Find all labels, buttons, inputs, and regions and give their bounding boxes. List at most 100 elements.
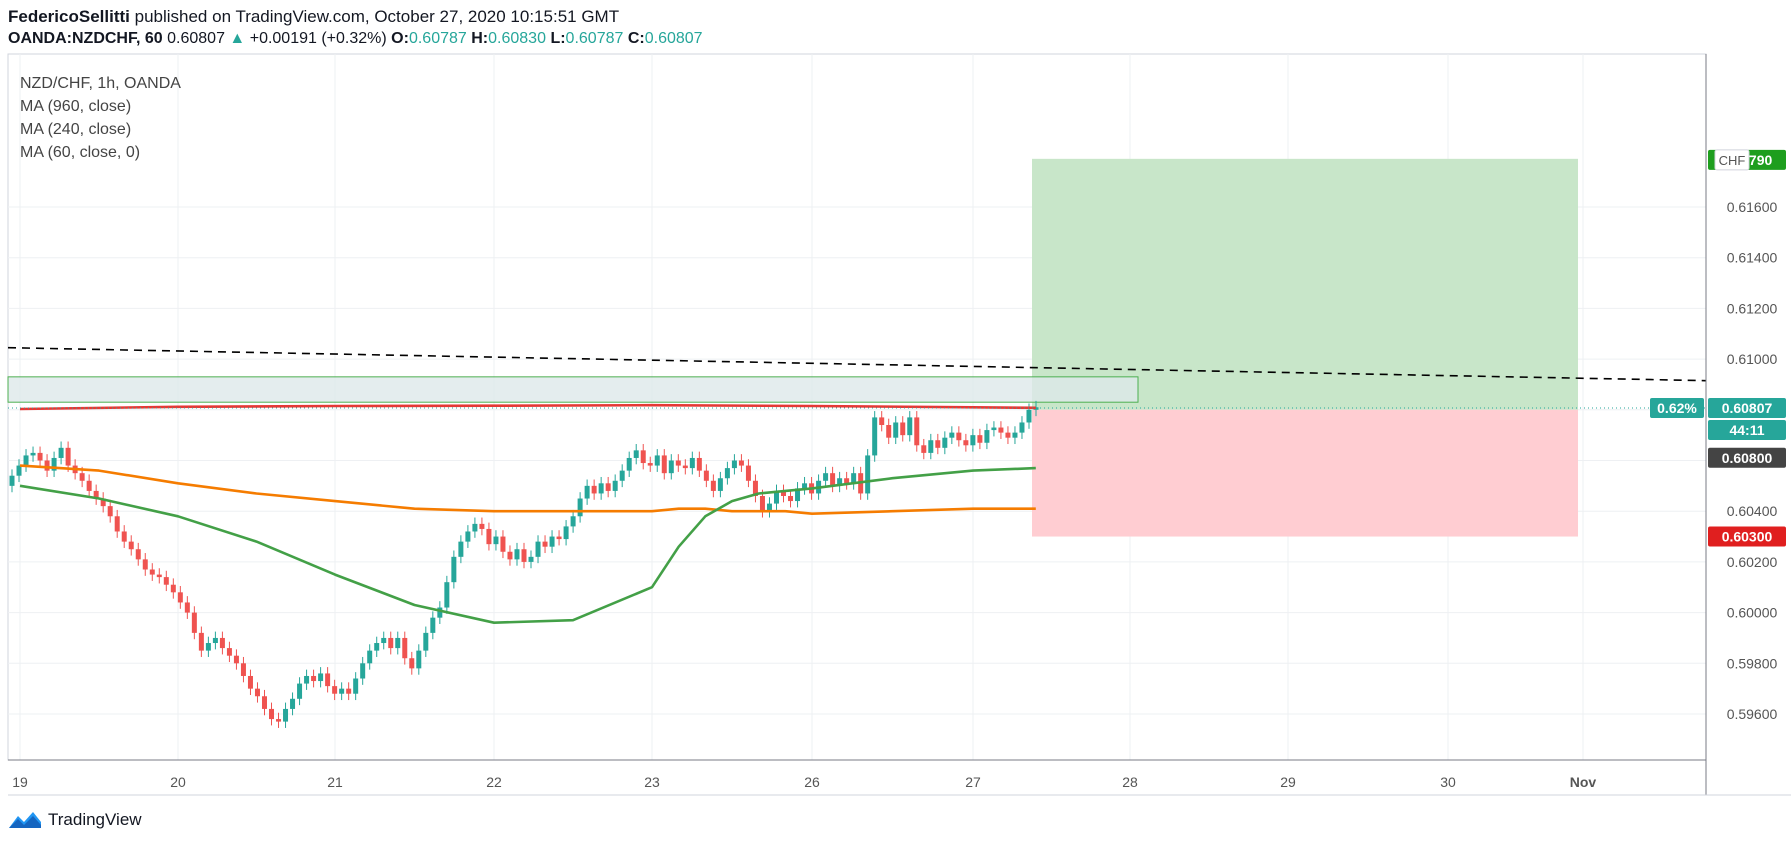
legend-ma960[interactable]: MA (960, close)	[20, 98, 132, 115]
candle-body[interactable]	[30, 452, 36, 456]
candle-body[interactable]	[16, 465, 22, 476]
candle-body[interactable]	[325, 673, 331, 687]
candle-body[interactable]	[626, 457, 632, 471]
candle-body[interactable]	[661, 455, 667, 474]
candle-body[interactable]	[233, 655, 239, 664]
candle-body[interactable]	[388, 637, 394, 649]
candle-body[interactable]	[837, 478, 843, 486]
candle-body[interactable]	[1026, 409, 1032, 423]
candle-body[interactable]	[823, 473, 829, 481]
author-name[interactable]: FedericoSellitti	[8, 7, 130, 26]
candle-body[interactable]	[710, 480, 716, 491]
candle-body[interactable]	[135, 549, 141, 560]
candle-body[interactable]	[240, 663, 246, 676]
candle-body[interactable]	[717, 478, 723, 491]
candle-body[interactable]	[100, 498, 106, 507]
candle-body[interactable]	[9, 475, 15, 486]
candle-body[interactable]	[472, 523, 478, 532]
candle-body[interactable]	[759, 495, 765, 512]
candle-body[interactable]	[752, 480, 758, 496]
candle-body[interactable]	[409, 658, 415, 669]
candle-body[interactable]	[1019, 422, 1025, 433]
candle-body[interactable]	[458, 541, 464, 557]
candle-body[interactable]	[486, 528, 492, 545]
candle-body[interactable]	[963, 440, 969, 446]
candle-body[interactable]	[998, 427, 1004, 433]
candle-body[interactable]	[879, 417, 885, 426]
candle-body[interactable]	[991, 427, 997, 431]
price-chart[interactable]: 0.616000.614000.612000.610000.608000.606…	[0, 0, 1791, 800]
candle-body[interactable]	[703, 470, 709, 481]
ma240-line[interactable]	[19, 464, 1036, 515]
candle-body[interactable]	[451, 556, 457, 583]
candle-body[interactable]	[198, 632, 204, 651]
candle-body[interactable]	[374, 643, 380, 651]
candle-body[interactable]	[156, 574, 162, 578]
candle-body[interactable]	[1012, 432, 1018, 438]
candle-body[interactable]	[479, 523, 485, 529]
candle-body[interactable]	[549, 536, 555, 547]
currency-badge[interactable]: CHF	[1719, 153, 1746, 168]
candle-body[interactable]	[507, 551, 513, 560]
candle-body[interactable]	[114, 516, 120, 532]
candle-body[interactable]	[360, 663, 366, 679]
candle-body[interactable]	[283, 708, 289, 722]
candle-body[interactable]	[907, 417, 913, 436]
loss-zone[interactable]	[1032, 409, 1578, 537]
candle-body[interactable]	[773, 490, 779, 504]
candle-body[interactable]	[205, 643, 211, 651]
candle-body[interactable]	[402, 637, 408, 659]
candle-body[interactable]	[851, 473, 857, 484]
candle-body[interactable]	[977, 435, 983, 443]
candle-body[interactable]	[332, 686, 338, 694]
candle-body[interactable]	[563, 526, 569, 540]
candle-body[interactable]	[219, 637, 225, 649]
candle-body[interactable]	[318, 673, 324, 682]
candle-body[interactable]	[416, 650, 422, 669]
candle-body[interactable]	[381, 637, 387, 644]
candle-body[interactable]	[689, 457, 695, 469]
candle-body[interactable]	[921, 445, 927, 453]
trendline-dashed[interactable]	[7, 346, 1707, 382]
candle-body[interactable]	[444, 582, 450, 608]
candle-body[interactable]	[942, 437, 948, 448]
candle-body[interactable]	[788, 495, 794, 502]
candle-body[interactable]	[128, 541, 134, 550]
candle-body[interactable]	[598, 483, 604, 494]
candle-body[interactable]	[500, 536, 506, 552]
candle-body[interactable]	[44, 460, 50, 471]
candle-body[interactable]	[900, 422, 906, 436]
candle-body[interactable]	[465, 531, 471, 542]
candle-body[interactable]	[570, 516, 576, 527]
candle-body[interactable]	[226, 648, 232, 656]
candle-body[interactable]	[276, 719, 282, 722]
candle-body[interactable]	[745, 465, 751, 481]
candle-body[interactable]	[290, 698, 296, 709]
candle-body[interactable]	[437, 607, 443, 618]
candle-body[interactable]	[212, 637, 218, 644]
candle-body[interactable]	[1033, 407, 1039, 410]
candle-body[interactable]	[430, 617, 436, 633]
candle-body[interactable]	[79, 473, 85, 481]
candle-body[interactable]	[577, 498, 583, 517]
candle-body[interactable]	[163, 577, 169, 585]
candle-body[interactable]	[802, 483, 808, 489]
candle-body[interactable]	[830, 473, 836, 486]
candle-body[interactable]	[591, 485, 597, 494]
candle-body[interactable]	[423, 632, 429, 651]
candle-body[interactable]	[254, 688, 260, 697]
candle-body[interactable]	[170, 584, 176, 593]
candle-body[interactable]	[949, 432, 955, 438]
brand-name[interactable]: TradingView	[48, 810, 142, 829]
tradingview-logo-icon[interactable]	[8, 810, 42, 830]
legend-ma60[interactable]: MA (60, close, 0)	[20, 144, 141, 161]
candle-body[interactable]	[556, 536, 562, 540]
resistance-zone[interactable]	[7, 376, 1139, 403]
candle-body[interactable]	[724, 468, 730, 479]
candle-body[interactable]	[311, 675, 317, 682]
candle-body[interactable]	[738, 460, 744, 466]
legend-ma240[interactable]: MA (240, close)	[20, 121, 132, 138]
candle-body[interactable]	[521, 549, 527, 562]
candle-body[interactable]	[647, 463, 653, 466]
candle-body[interactable]	[339, 688, 345, 694]
